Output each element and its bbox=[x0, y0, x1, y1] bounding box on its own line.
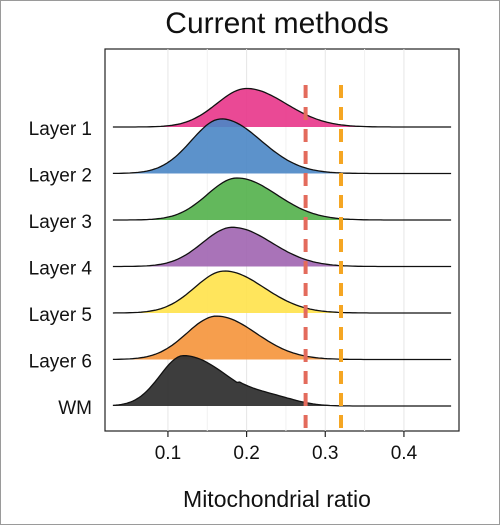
category-labels: Layer 1 Layer 2 Layer 3 Layer 4 Layer 5 Layer… bbox=[29, 119, 93, 419]
x-tick-label: 0.3 bbox=[312, 443, 338, 464]
ridge-layer-4 bbox=[112, 227, 452, 267]
x-tick-label: 0.1 bbox=[155, 443, 181, 464]
x-axis-label: Mitochondrial ratio bbox=[183, 486, 371, 512]
x-tick-label: 0.2 bbox=[233, 443, 259, 464]
ridge-outline bbox=[112, 354, 452, 407]
x-tick-label: 0.4 bbox=[391, 443, 418, 464]
x-axis: 0.1 0.2 0.3 0.4 bbox=[155, 431, 418, 464]
ridge-layer-2 bbox=[112, 118, 452, 174]
chart-title: Current methods bbox=[165, 7, 388, 40]
category-label: Layer 1 bbox=[29, 119, 92, 140]
ridge-outline bbox=[112, 177, 452, 221]
reference-lines bbox=[303, 85, 343, 429]
ridge-wm bbox=[112, 355, 452, 406]
category-label: Layer 5 bbox=[29, 305, 92, 326]
ridges bbox=[112, 87, 452, 407]
ridge-layer-3 bbox=[112, 178, 452, 220]
category-label: Layer 3 bbox=[29, 212, 92, 233]
ridge-outline bbox=[112, 270, 452, 314]
category-label: Layer 2 bbox=[29, 166, 92, 187]
category-label: Layer 4 bbox=[29, 259, 93, 280]
ridge-outline bbox=[112, 315, 452, 361]
category-label: Layer 6 bbox=[29, 352, 92, 373]
ridge-outline bbox=[112, 87, 452, 128]
category-label: WM bbox=[58, 398, 92, 419]
ridge-outline bbox=[112, 118, 452, 175]
ridge-outline bbox=[112, 226, 452, 268]
ridge-layer-6 bbox=[112, 316, 452, 360]
ridge-layer-5 bbox=[112, 271, 452, 313]
